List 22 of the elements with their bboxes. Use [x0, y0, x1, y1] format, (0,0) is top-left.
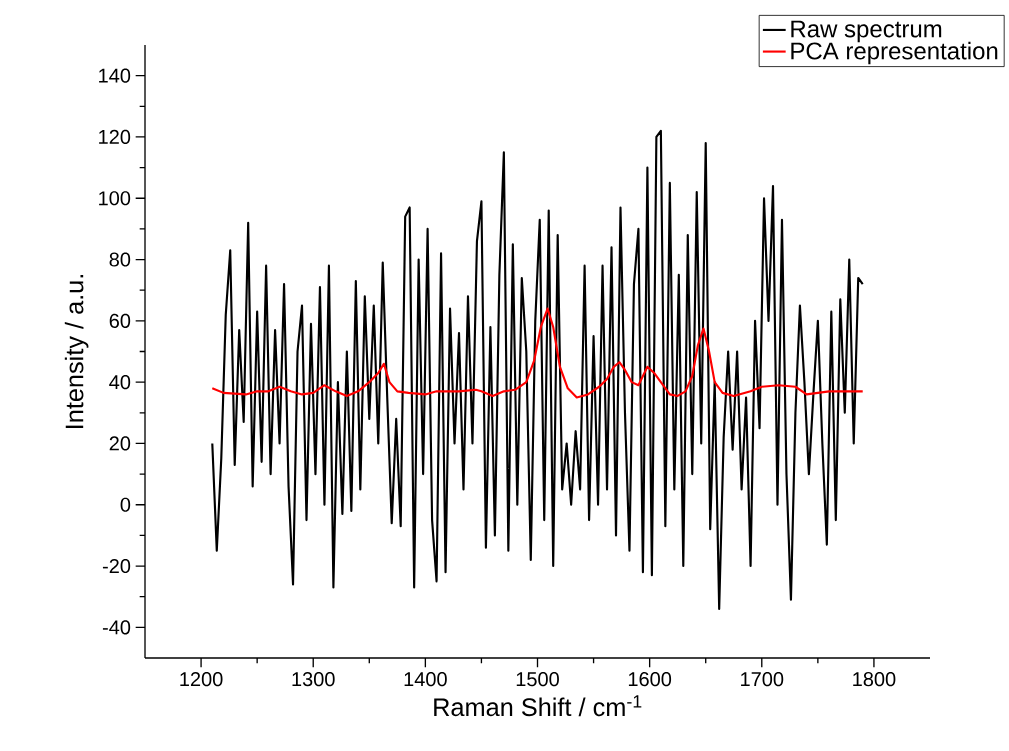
x-tick-label: 1300: [292, 672, 335, 687]
x-tick-label: 1500: [516, 672, 559, 687]
y-tick-label: 80: [109, 252, 131, 267]
legend-label: PCA representation: [791, 41, 998, 65]
y-tick-label: 40: [109, 375, 131, 390]
y-tick-label: 0: [120, 497, 131, 512]
x-tick-label: 1400: [404, 672, 447, 687]
y-tick-label: -20: [102, 558, 131, 574]
legend-label: Raw spectrum: [791, 20, 942, 43]
y-tick-label: 100: [99, 191, 131, 206]
x-tick-label: 1800: [853, 672, 896, 687]
x-axis-title: Raman Shift / cm$^{-1}$: [434, 695, 642, 717]
x-tick-label: 1200: [180, 672, 223, 687]
y-tick-label: 120: [99, 129, 131, 145]
y-tick-label: -40: [102, 620, 131, 635]
y-tick-label: 60: [109, 313, 131, 328]
y-tick-label: 20: [109, 436, 131, 451]
line-series: [211, 129, 864, 611]
y-axis-title: Intensity / a.u.: [64, 274, 89, 429]
x-tick-label: 1600: [628, 672, 672, 687]
x-tick-label: 1700: [741, 672, 784, 687]
y-tick-label: 140: [99, 68, 131, 83]
